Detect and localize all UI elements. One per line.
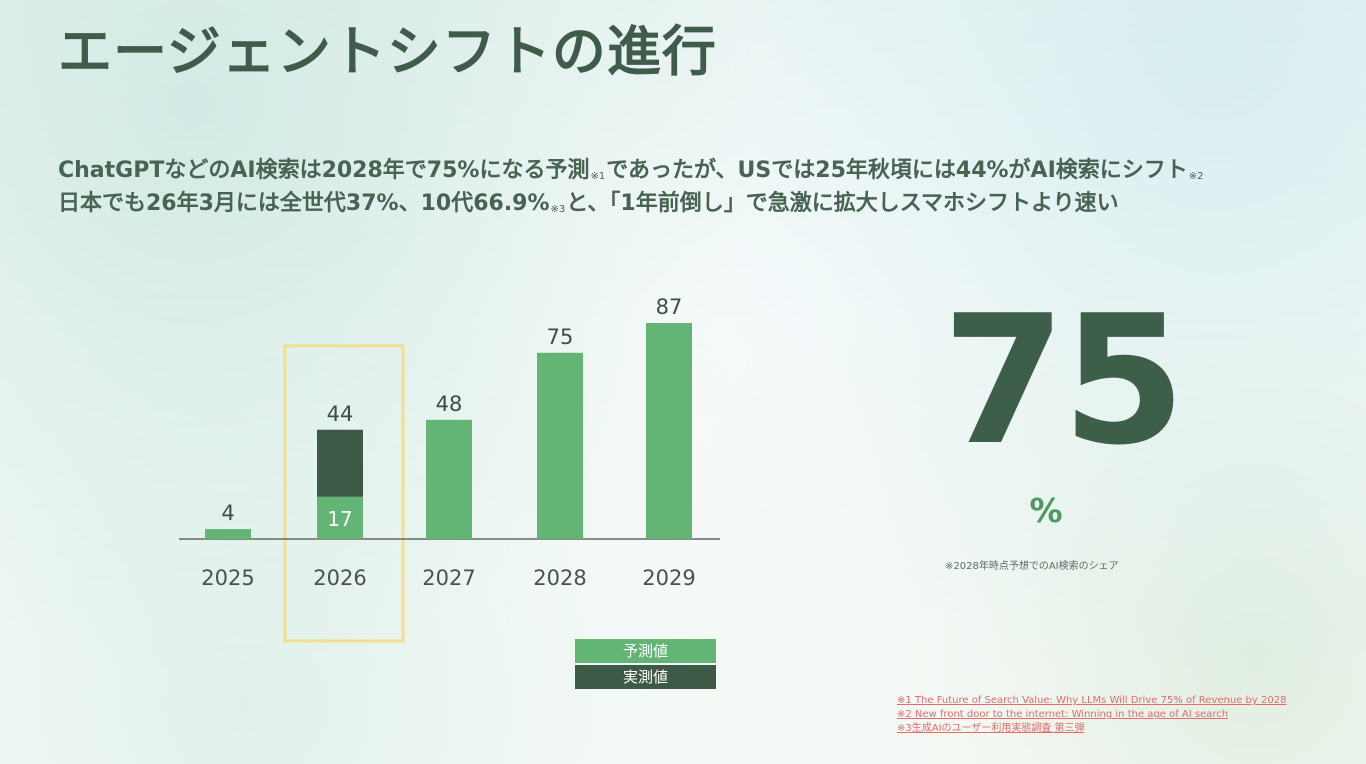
legend-actual: 実測値 (575, 665, 716, 689)
source-link-1[interactable]: ※1 The Future of Search Value: Why LLMs … (897, 695, 1287, 706)
footnote-mark-3: ※3 (550, 204, 566, 215)
subtitle-line-2: 日本でも26年3月には全世代37%、10代66.9%※3と、「1年前倒し」で急激… (58, 189, 1346, 222)
source-link-3[interactable]: ※3生成AIのユーザー利用実態調査 第三弾 (897, 723, 1085, 734)
bar-2029-forecast (646, 323, 692, 539)
x-tick-2028: 2028 (533, 566, 586, 590)
source-link-2[interactable]: ※2 New front door to the internet: Winni… (897, 709, 1229, 720)
bar-2026-actual (317, 429, 363, 497)
page-title: エージェントシフトの進行 (58, 20, 717, 83)
bar-2028-forecast (537, 352, 583, 539)
data-label-2025: 4 (221, 501, 234, 525)
legend: 予測値 実測値 (575, 639, 716, 691)
subtitle-line-2-suffix: と、「1年前倒し」で急激に拡大しスマホシフトより速い (566, 191, 1119, 216)
highlight-value: 75 (942, 277, 1186, 484)
subtitle-line-1-prefix: ChatGPTなどのAI検索は2028年で75%になる予測 (58, 158, 590, 183)
highlight-frame (283, 344, 405, 643)
bar-2026-forecast (317, 496, 363, 539)
subtitle-line-1-middle: であったが、USでは25年秋頃には44%がAI検索にシフト (606, 158, 1188, 183)
x-tick-2027: 2027 (422, 566, 475, 590)
x-tick-2025: 2025 (201, 566, 254, 590)
x-tick-2026: 2026 (313, 566, 366, 590)
footnote-mark-2: ※2 (1188, 171, 1204, 182)
footnote-mark-1: ※1 (590, 171, 606, 182)
bar-2027-forecast (426, 419, 472, 539)
data-label-2027: 48 (436, 392, 463, 416)
data-label-2026: 44 (327, 402, 354, 426)
data-label-2029: 87 (656, 295, 683, 319)
subtitle-line-2-prefix: 日本でも26年3月には全世代37%、10代66.9% (58, 191, 550, 216)
highlight-unit: % (1029, 491, 1063, 530)
legend-forecast: 予測値 (575, 639, 716, 663)
bar-2025-forecast (205, 529, 251, 539)
highlight-note: ※2028年時点予想でのAI検索のシェア (945, 561, 1119, 572)
subtitle-block: ChatGPTなどのAI検索は2028年で75%になる予測※1であったが、USで… (58, 156, 1346, 222)
source-list: ※1 The Future of Search Value: Why LLMs … (897, 694, 1327, 736)
segment-label-2026: 17 (327, 507, 352, 531)
subtitle-line-1: ChatGPTなどのAI検索は2028年で75%になる予測※1であったが、USで… (58, 156, 1346, 189)
x-tick-2029: 2029 (642, 566, 695, 590)
data-label-2028: 75 (547, 325, 574, 349)
